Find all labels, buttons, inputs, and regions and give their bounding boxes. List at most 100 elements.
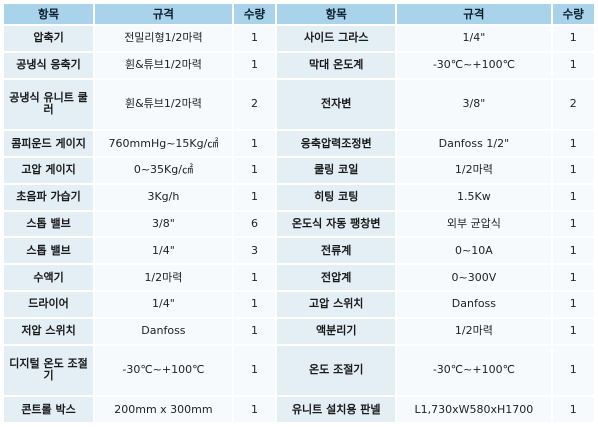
spec-cell-left: 3/8" (95, 211, 232, 237)
qty-cell-left: 1 (233, 318, 276, 344)
spec-cell-left: 200mm x 300mm (95, 397, 232, 422)
spec-cell-right: L1,730xW580xH1700 (397, 397, 551, 422)
spec-cell-left: 0~35Kg/㎠ (95, 157, 232, 183)
item-cell-right: 응축압력조정변 (277, 131, 396, 156)
item-cell-left: 드라이어 (4, 291, 94, 317)
table-row: 스톱 밸브 1/4" 3 전류계 0~10A 1 (4, 238, 594, 264)
qty-cell-left: 1 (233, 157, 276, 183)
item-cell-right: 히팅 코팅 (277, 184, 396, 210)
item-cell-right: 고압 스위치 (277, 291, 396, 317)
header-spec-right: 규격 (397, 4, 551, 24)
spec-cell-left: 1/4" (95, 291, 232, 317)
table-row: 스톱 밸브 3/8" 6 온도식 자동 팽창변 외부 균압식 1 (4, 211, 594, 237)
table-row: 공냉식 응축기 휜&튜브1/2마력 1 막대 온도계 -30℃~+100℃ 1 (4, 52, 594, 78)
item-cell-left: 공냉식 응축기 (4, 52, 94, 78)
spec-cell-left: -30℃~+100℃ (95, 345, 232, 396)
qty-cell-left: 1 (233, 52, 276, 78)
table-row: 공냉식 유니트 쿨러 휜&튜브1/2마력 2 전자변 3/8" 2 (4, 79, 594, 130)
qty-cell-right: 1 (552, 131, 594, 156)
item-cell-left: 스톱 밸브 (4, 238, 94, 264)
item-cell-left: 디지털 온도 조절기 (4, 345, 94, 396)
item-cell-right: 전자변 (277, 79, 396, 130)
header-row: 항목 규격 수량 항목 규격 수량 (4, 4, 594, 24)
item-cell-right: 액분리기 (277, 318, 396, 344)
item-cell-right: 전압계 (277, 265, 396, 290)
qty-cell-right: 1 (552, 211, 594, 237)
item-cell-right: 쿨링 코일 (277, 157, 396, 183)
header-item-left: 항목 (4, 4, 94, 24)
qty-cell-right: 1 (552, 26, 594, 51)
spec-cell-right: 0~10A (397, 238, 551, 264)
qty-cell-left: 3 (233, 238, 276, 264)
item-cell-right: 막대 온도계 (277, 52, 396, 78)
spec-cell-left: 1/4" (95, 238, 232, 264)
spec-cell-right: 0~300V (397, 265, 551, 290)
spec-cell-left: 전밀리형1/2마력 (95, 26, 232, 51)
header-qty-right: 수량 (552, 4, 594, 24)
spec-cell-left: 3Kg/h (95, 184, 232, 210)
table-row: 드라이어 1/4" 1 고압 스위치 Danfoss 1 (4, 291, 594, 317)
header-qty-left: 수량 (233, 4, 276, 24)
item-cell-left: 콤피운드 게이지 (4, 131, 94, 156)
item-cell-left: 수액기 (4, 265, 94, 290)
qty-cell-left: 1 (233, 265, 276, 290)
item-cell-right: 사이드 그라스 (277, 26, 396, 51)
qty-cell-left: 6 (233, 211, 276, 237)
item-cell-left: 저압 스위치 (4, 318, 94, 344)
item-cell-right: 전류계 (277, 238, 396, 264)
table-row: 압축기 전밀리형1/2마력 1 사이드 그라스 1/4" 1 (4, 26, 594, 51)
spec-cell-left: Danfoss (95, 318, 232, 344)
spec-cell-left: 휜&튜브1/2마력 (95, 52, 232, 78)
qty-cell-left: 1 (233, 345, 276, 396)
spec-cell-right: 1/2마력 (397, 318, 551, 344)
item-cell-left: 스톱 밸브 (4, 211, 94, 237)
table-header: 항목 규격 수량 항목 규격 수량 (4, 4, 594, 24)
qty-cell-right: 1 (552, 52, 594, 78)
spec-cell-right: -30℃~+100℃ (397, 52, 551, 78)
item-cell-left: 공냉식 유니트 쿨러 (4, 79, 94, 130)
qty-cell-left: 1 (233, 131, 276, 156)
table-body: 압축기 전밀리형1/2마력 1 사이드 그라스 1/4" 1 공냉식 응축기 휜&튜브1/2마… (4, 26, 594, 422)
qty-cell-right: 1 (552, 345, 594, 396)
item-cell-left: 콘트롤 박스 (4, 397, 94, 422)
spec-cell-right: -30℃~+100℃ (397, 345, 551, 396)
spec-cell-left: 1/2마력 (95, 265, 232, 290)
table-row: 디지털 온도 조절기 -30℃~+100℃ 1 온도 조절기 -30℃~+100℃ 1 (4, 345, 594, 396)
qty-cell-left: 1 (233, 291, 276, 317)
spec-cell-right: Danfoss (397, 291, 551, 317)
table-row: 저압 스위치 Danfoss 1 액분리기 1/2마력 1 (4, 318, 594, 344)
item-cell-right: 온도식 자동 팽창변 (277, 211, 396, 237)
qty-cell-right: 1 (552, 291, 594, 317)
header-spec-left: 규격 (95, 4, 232, 24)
item-cell-left: 초음파 가습기 (4, 184, 94, 210)
spec-cell-right: 3/8" (397, 79, 551, 130)
spec-cell-right: Danfoss 1/2" (397, 131, 551, 156)
spec-cell-left: 휜&튜브1/2마력 (95, 79, 232, 130)
qty-cell-right: 1 (552, 397, 594, 422)
item-cell-right: 유니트 설치용 판넬 (277, 397, 396, 422)
qty-cell-right: 1 (552, 265, 594, 290)
item-cell-left: 고압 게이지 (4, 157, 94, 183)
table-row: 수액기 1/2마력 1 전압계 0~300V 1 (4, 265, 594, 290)
spec-cell-right: 외부 균압식 (397, 211, 551, 237)
qty-cell-right: 1 (552, 318, 594, 344)
table-row: 고압 게이지 0~35Kg/㎠ 1 쿨링 코일 1/2마력 1 (4, 157, 594, 183)
qty-cell-left: 1 (233, 26, 276, 51)
qty-cell-left: 2 (233, 79, 276, 130)
spec-cell-right: 1/2마력 (397, 157, 551, 183)
qty-cell-left: 1 (233, 184, 276, 210)
qty-cell-right: 2 (552, 79, 594, 130)
spec-cell-right: 1.5Kw (397, 184, 551, 210)
qty-cell-right: 1 (552, 238, 594, 264)
item-cell-right: 온도 조절기 (277, 345, 396, 396)
spec-cell-right: 1/4" (397, 26, 551, 51)
qty-cell-right: 1 (552, 157, 594, 183)
qty-cell-right: 1 (552, 184, 594, 210)
qty-cell-left: 1 (233, 397, 276, 422)
item-cell-left: 압축기 (4, 26, 94, 51)
table-row: 콤피운드 게이지 760mmHg~15Kg/㎠ 1 응축압력조정변 Danfoss 1/… (4, 131, 594, 156)
spec-cell-left: 760mmHg~15Kg/㎠ (95, 131, 232, 156)
table-row: 초음파 가습기 3Kg/h 1 히팅 코팅 1.5Kw 1 (4, 184, 594, 210)
